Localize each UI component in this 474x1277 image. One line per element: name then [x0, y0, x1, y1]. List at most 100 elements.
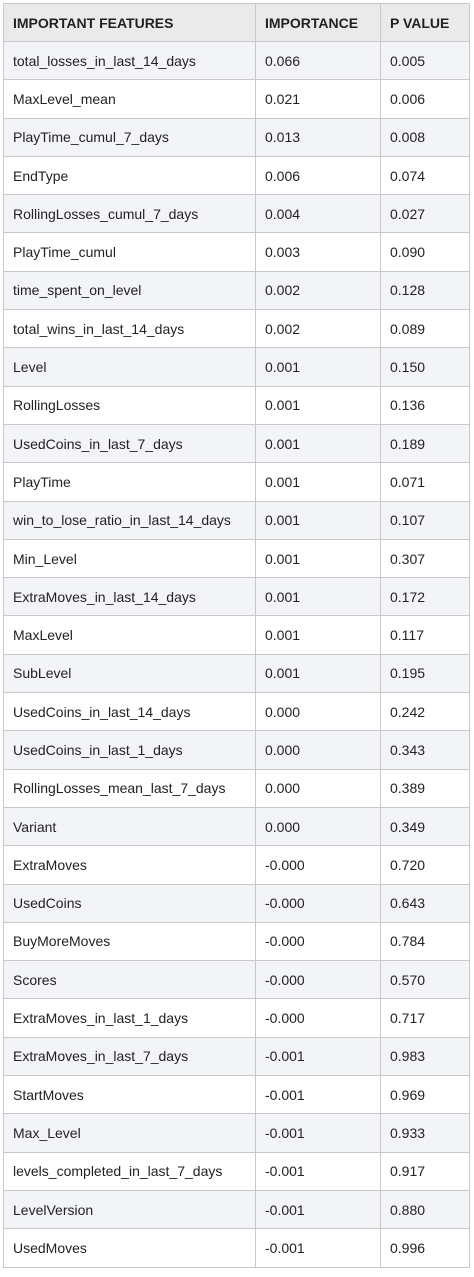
p-value-cell: 0.996 [380, 1228, 470, 1268]
feature-name-cell: win_to_lose_ratio_in_last_14_days [3, 500, 256, 540]
p-value-cell: 0.117 [380, 615, 470, 655]
table-row: ExtraMoves_in_last_1_days -0.000 0.717 [3, 998, 470, 1038]
p-value-cell: 0.189 [380, 423, 470, 464]
table-row: ExtraMoves -0.000 0.720 [3, 845, 470, 885]
importance-cell: -0.000 [255, 883, 381, 923]
table-row: PlayTime_cumul 0.003 0.090 [3, 232, 470, 272]
feature-name-cell: StartMoves [3, 1075, 256, 1115]
table-row: win_to_lose_ratio_in_last_14_days 0.001 0.… [3, 500, 470, 540]
feature-name-cell: BuyMoreMoves [3, 921, 256, 962]
feature-name-cell: UsedMoves [3, 1228, 256, 1268]
table-row: UsedCoins -0.000 0.643 [3, 883, 470, 923]
feature-name-cell: UsedCoins [3, 883, 256, 923]
table-row: PlayTime_cumul_7_days 0.013 0.008 [3, 117, 470, 157]
feature-name-cell: Variant [3, 806, 256, 847]
p-value-cell: 0.090 [380, 232, 470, 272]
table-row: MaxLevel 0.001 0.117 [3, 615, 470, 655]
importance-cell: 0.000 [255, 768, 381, 808]
importance-cell: 0.004 [255, 194, 381, 234]
table-row: RollingLosses_cumul_7_days 0.004 0.027 [3, 194, 470, 234]
feature-name-cell: MaxLevel_mean [3, 79, 256, 119]
table-row: PlayTime 0.001 0.071 [3, 462, 470, 502]
p-value-cell: 0.570 [380, 960, 470, 1000]
p-value-cell: 0.005 [380, 40, 470, 81]
table-row: MaxLevel_mean 0.021 0.006 [3, 79, 470, 119]
header-important-features: IMPORTANT FEATURES [3, 3, 256, 42]
table-row: UsedCoins_in_last_7_days 0.001 0.189 [3, 423, 470, 464]
p-value-cell: 0.717 [380, 998, 470, 1038]
feature-name-cell: SubLevel [3, 653, 256, 694]
importance-cell: -0.001 [255, 1036, 381, 1077]
p-value-cell: 0.150 [380, 347, 470, 387]
header-row: IMPORTANT FEATURES IMPORTANCE P VALUE [3, 3, 470, 42]
feature-name-cell: RollingLosses_cumul_7_days [3, 194, 256, 234]
p-value-cell: 0.917 [380, 1151, 470, 1191]
table-row: Variant 0.000 0.349 [3, 806, 470, 847]
p-value-cell: 0.349 [380, 806, 470, 847]
feature-name-cell: total_losses_in_last_14_days [3, 40, 256, 81]
p-value-cell: 0.074 [380, 155, 470, 196]
importance-cell: 0.001 [255, 577, 381, 617]
p-value-cell: 0.128 [380, 270, 470, 311]
table-row: time_spent_on_level 0.002 0.128 [3, 270, 470, 311]
feature-name-cell: Scores [3, 960, 256, 1000]
feature-name-cell: Level [3, 347, 256, 387]
p-value-cell: 0.242 [380, 692, 470, 732]
importance-cell: 0.002 [255, 270, 381, 311]
p-value-cell: 0.006 [380, 79, 470, 119]
feature-name-cell: PlayTime_cumul_7_days [3, 117, 256, 157]
p-value-cell: 0.136 [380, 385, 470, 425]
p-value-cell: 0.343 [380, 730, 470, 770]
table-row: UsedCoins_in_last_1_days 0.000 0.343 [3, 730, 470, 770]
p-value-cell: 0.307 [380, 538, 470, 579]
importance-cell: 0.013 [255, 117, 381, 157]
importance-cell: 0.001 [255, 653, 381, 694]
p-value-cell: 0.107 [380, 500, 470, 540]
table-row: BuyMoreMoves -0.000 0.784 [3, 921, 470, 962]
header-p-value: P VALUE [380, 3, 470, 42]
feature-name-cell: MaxLevel [3, 615, 256, 655]
importance-cell: 0.066 [255, 40, 381, 81]
importance-cell: 0.001 [255, 347, 381, 387]
feature-name-cell: ExtraMoves_in_last_14_days [3, 577, 256, 617]
importance-cell: 0.001 [255, 462, 381, 502]
importance-cell: 0.001 [255, 538, 381, 579]
importance-cell: -0.001 [255, 1151, 381, 1191]
p-value-cell: 0.983 [380, 1036, 470, 1077]
importance-cell: -0.001 [255, 1113, 381, 1153]
importance-cell: 0.001 [255, 423, 381, 464]
p-value-cell: 0.784 [380, 921, 470, 962]
importance-cell: 0.001 [255, 500, 381, 540]
p-value-cell: 0.969 [380, 1075, 470, 1115]
importance-cell: 0.001 [255, 615, 381, 655]
table-row: RollingLosses_mean_last_7_days 0.000 0.389 [3, 768, 470, 808]
feature-name-cell: ExtraMoves [3, 845, 256, 885]
feature-name-cell: EndType [3, 155, 256, 196]
p-value-cell: 0.933 [380, 1113, 470, 1153]
importance-cell: -0.001 [255, 1228, 381, 1268]
feature-name-cell: time_spent_on_level [3, 270, 256, 311]
table-row: Level 0.001 0.150 [3, 347, 470, 387]
feature-name-cell: ExtraMoves_in_last_7_days [3, 1036, 256, 1077]
p-value-cell: 0.195 [380, 653, 470, 694]
importance-cell: -0.000 [255, 998, 381, 1038]
feature-name-cell: LevelVersion [3, 1189, 256, 1230]
feature-name-cell: UsedCoins_in_last_14_days [3, 692, 256, 732]
table-row: levels_completed_in_last_7_days -0.001 0.9… [3, 1151, 470, 1191]
p-value-cell: 0.720 [380, 845, 470, 885]
table-row: UsedCoins_in_last_14_days 0.000 0.242 [3, 692, 470, 732]
importance-cell: 0.002 [255, 309, 381, 349]
table-row: Max_Level -0.001 0.933 [3, 1113, 470, 1153]
feature-name-cell: PlayTime_cumul [3, 232, 256, 272]
importance-cell: 0.000 [255, 806, 381, 847]
table-row: UsedMoves -0.001 0.996 [3, 1228, 470, 1268]
table-row: EndType 0.006 0.074 [3, 155, 470, 196]
p-value-cell: 0.071 [380, 462, 470, 502]
table-body: total_losses_in_last_14_days 0.066 0.005 Ma… [3, 40, 470, 1268]
importance-cell: 0.000 [255, 692, 381, 732]
p-value-cell: 0.089 [380, 309, 470, 349]
feature-name-cell: RollingLosses [3, 385, 256, 425]
table-row: total_losses_in_last_14_days 0.066 0.005 [3, 40, 470, 81]
table-row: StartMoves -0.001 0.969 [3, 1075, 470, 1115]
table-row: Scores -0.000 0.570 [3, 960, 470, 1000]
